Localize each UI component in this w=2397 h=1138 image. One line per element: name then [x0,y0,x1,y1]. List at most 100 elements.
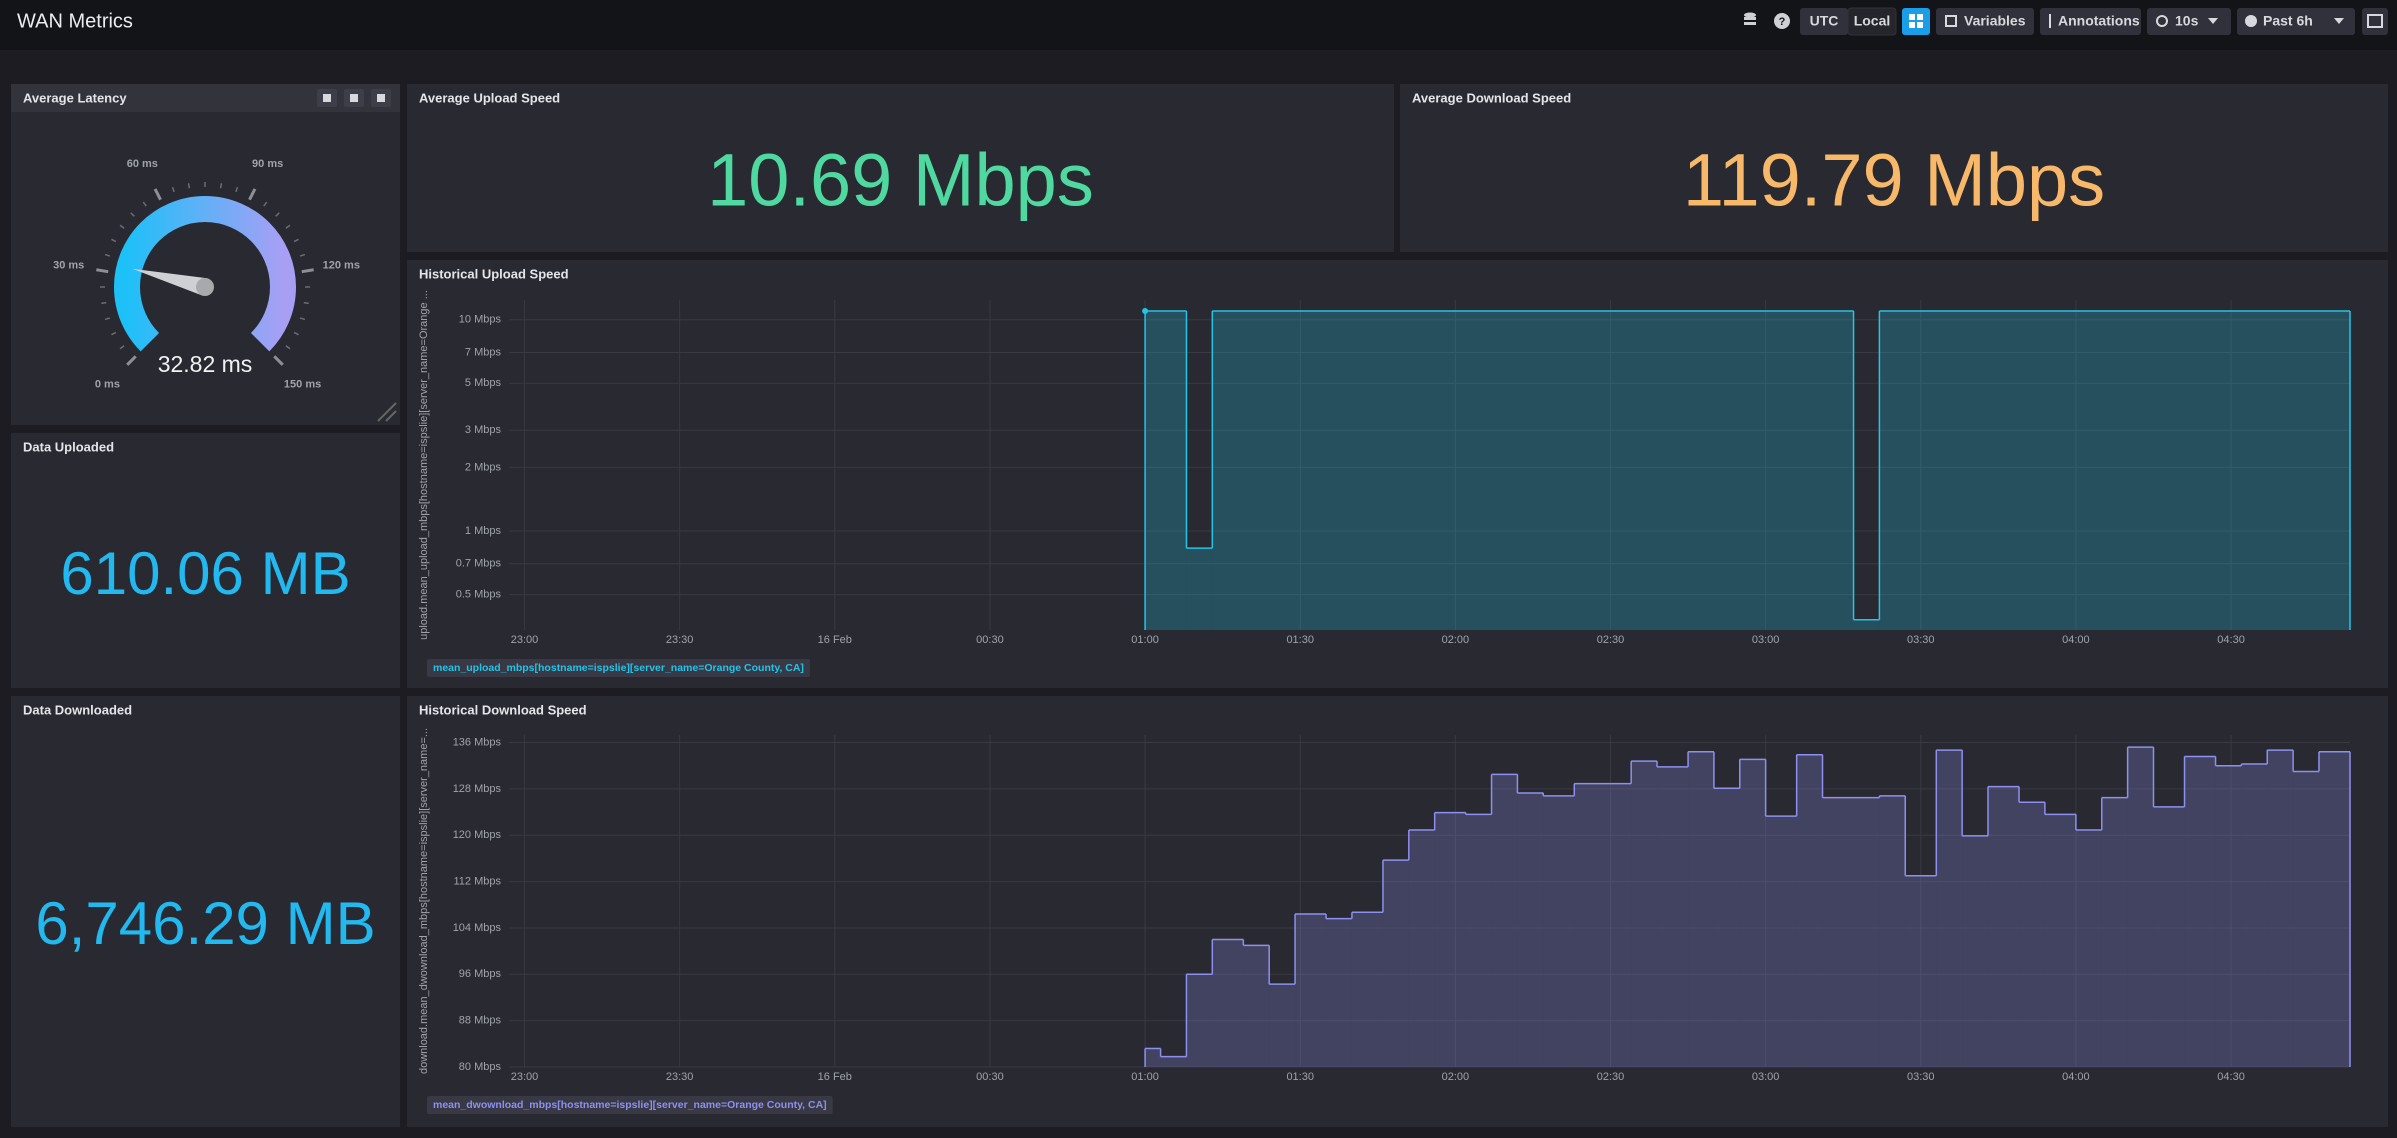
x-tick-label: 03:00 [1752,634,1780,646]
y-tick-label: 5 Mbps [465,377,502,389]
x-tick-label: 01:30 [1286,634,1314,646]
panel [1400,84,2388,252]
area-step [1631,761,1658,1067]
x-tick-label: 23:00 [511,634,539,646]
minor-tick [219,183,223,189]
area-step [1988,786,2020,1067]
y-tick-label: 136 Mbps [453,736,502,748]
gauge-arc [114,196,296,352]
refresh-button[interactable] [2147,8,2231,35]
legend-entry[interactable]: mean_dwownload_mbps[hostname=ispslie][se… [433,1099,827,1111]
area-step [1688,751,1714,1067]
x-tick-label: 02:00 [1442,1071,1470,1083]
gauge-tick-label: 30 ms [53,259,84,271]
y-tick-label: 128 Mbps [453,783,502,795]
area-step [2184,756,2216,1067]
time-range-button[interactable] [2237,8,2355,35]
minor-tick [263,201,268,207]
minor-tick [303,301,309,305]
local-button[interactable] [1847,7,1897,36]
variables-label: Variables [1964,13,2026,29]
sources-icon[interactable] [1744,12,1756,26]
refresh-label: 10s [2175,13,2199,29]
area-step [2019,802,2045,1067]
x-tick-label: 04:30 [2217,1071,2245,1083]
legend-entry[interactable]: mean_upload_mbps[hostname=ispslie][serve… [433,662,804,674]
y-axis-label: upload.mean_upload_mbps[hostname=ispslie… [418,290,430,640]
minor-tick [299,253,306,257]
minor-tick [130,212,135,217]
delete-button-icon [377,94,385,102]
area-step [1879,795,1906,1067]
stat-value: 10.69 Mbps [707,139,1094,222]
annotations-button[interactable] [2040,8,2141,35]
major-tick [248,188,257,201]
panel [11,84,400,425]
area-step [1543,795,1575,1067]
minor-tick [119,224,125,229]
area-step [1962,835,1989,1067]
major-tick [301,268,314,274]
stat-value: 610.06 MB [60,540,350,607]
panel-title: Data Downloaded [23,702,132,717]
x-tick-label: 04:30 [2217,634,2245,646]
area-step [1351,912,1383,1067]
time-range-label: Past 6h [2263,13,2313,29]
x-tick-label: 23:30 [666,634,694,646]
y-tick-label: 120 Mbps [453,829,502,841]
add-cell-icon [1909,14,1923,28]
gauge-needle [132,268,208,296]
add-cell-button[interactable] [1902,8,1930,35]
y-tick-label: 0.7 Mbps [456,558,502,570]
y-tick-label: 104 Mbps [453,922,502,934]
annotations-label: Annotations [2058,13,2140,29]
minor-tick [187,183,191,189]
area-step [2153,806,2185,1067]
x-tick-label: 03:00 [1752,1071,1780,1083]
area-step [2215,765,2242,1067]
minor-tick [101,301,107,305]
legend-box[interactable] [427,1096,833,1114]
x-tick-label: 16 Feb [818,634,852,646]
y-tick-label: 88 Mbps [459,1015,502,1027]
gauge-tick-label: 90 ms [252,158,283,170]
area-step [2127,747,2154,1067]
x-tick-label: 00:30 [976,634,1004,646]
panel-title: Data Uploaded [23,439,114,454]
y-tick-label: 96 Mbps [459,968,502,980]
utc-button[interactable] [1800,8,1848,35]
area-step [1145,310,1187,630]
needle-hub [196,278,214,296]
legend-box[interactable] [427,659,810,677]
x-tick-label: 01:00 [1131,1071,1159,1083]
y-tick-label: 3 Mbps [465,424,502,436]
area-step [1905,875,1937,1067]
help-icon[interactable]: ? [1774,13,1790,29]
presentation-button[interactable] [2362,8,2388,35]
variables-button[interactable] [1936,8,2034,35]
major-tick [126,355,137,366]
panel-title: Average Upload Speed [419,90,560,105]
panel-title: Average Download Speed [1412,90,1571,105]
toolbar: ? UTC Local Variables Annotations 10s Pa… [1744,7,2388,36]
annotations-icon [2049,14,2051,28]
area-step [1295,914,1327,1067]
x-tick-label: 23:00 [511,1071,539,1083]
dashboard-title: WAN Metrics [17,10,133,32]
area-step [2318,751,2350,1067]
panel [11,696,400,1127]
area-step [1574,783,1632,1067]
x-tick-label: 04:00 [2062,634,2090,646]
area-step [1186,974,1213,1067]
minor-tick [285,224,291,229]
gauge-tick-label: 0 ms [95,378,120,390]
area-step [2101,797,2128,1067]
clock-icon [2245,15,2257,27]
area-step [1517,792,1544,1067]
minor-tick [119,345,125,350]
area-step [1212,310,1854,630]
edit-button-icon [323,94,331,102]
area-step [1853,619,1880,630]
area-step [1936,750,1963,1067]
